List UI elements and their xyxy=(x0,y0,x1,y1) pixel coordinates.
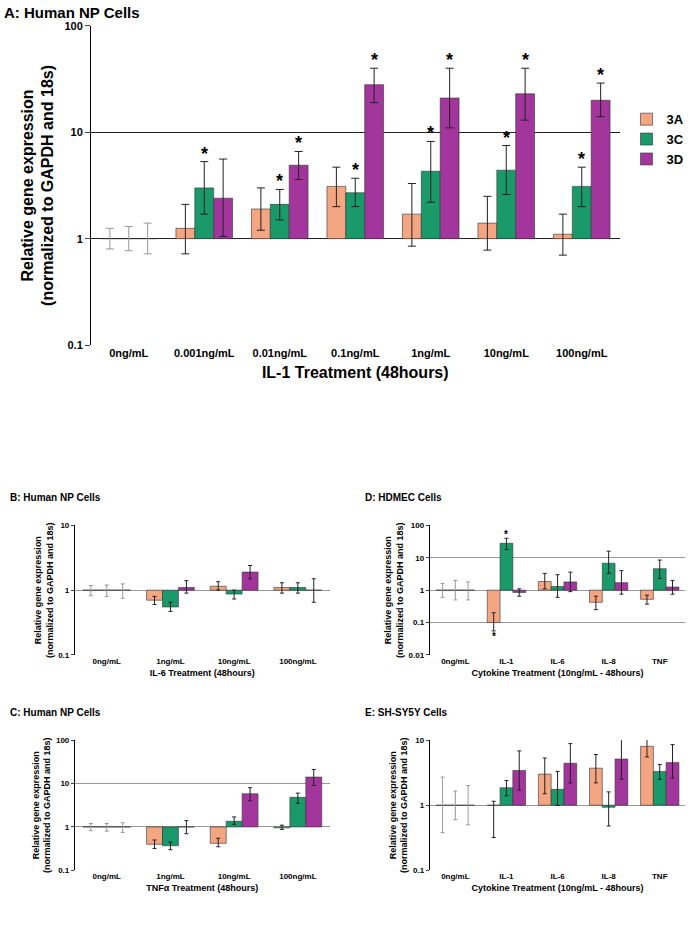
svg-text:*: * xyxy=(504,529,508,540)
svg-text:0.1: 0.1 xyxy=(58,651,70,660)
svg-text:10: 10 xyxy=(71,126,83,138)
svg-text:E: SH-SY5Y Cells: E: SH-SY5Y Cells xyxy=(365,707,448,718)
svg-text:*: * xyxy=(201,144,208,164)
svg-text:Relative gene expression(norma: Relative gene expression(normalized to G… xyxy=(388,737,410,873)
svg-text:IL-1 Treatment (48hours): IL-1 Treatment (48hours) xyxy=(262,364,449,381)
svg-text:1: 1 xyxy=(420,801,425,810)
svg-text:Relative gene expression(norma: Relative gene expression(normalized to G… xyxy=(33,522,55,658)
svg-text:IL-6: IL-6 xyxy=(550,872,565,881)
svg-text:Relative gene expression(norma: Relative gene expression(normalized to G… xyxy=(383,522,405,658)
svg-text:0ng/mL: 0ng/mL xyxy=(441,872,470,881)
svg-text:100: 100 xyxy=(64,20,82,32)
svg-text:3C: 3C xyxy=(667,132,684,147)
svg-text:0ng/mL: 0ng/mL xyxy=(441,657,470,666)
svg-text:*: * xyxy=(578,149,585,169)
svg-text:100ng/mL: 100ng/mL xyxy=(279,657,316,666)
svg-text:Cytokine Treatment (10ng/mL -: Cytokine Treatment (10ng/mL - 48hours) xyxy=(472,668,644,678)
svg-text:*: * xyxy=(352,160,359,180)
svg-text:10: 10 xyxy=(415,736,424,745)
svg-text:*: * xyxy=(503,128,510,148)
svg-text:1ng/mL: 1ng/mL xyxy=(156,657,185,666)
svg-text:0.01ng/mL: 0.01ng/mL xyxy=(253,347,308,359)
svg-text:C: Human NP Cells: C: Human NP Cells xyxy=(10,707,101,718)
svg-text:1: 1 xyxy=(65,823,70,832)
svg-text:0ng/mL: 0ng/mL xyxy=(93,872,122,881)
svg-text:10: 10 xyxy=(415,554,424,563)
svg-text:B: Human NP Cells: B: Human NP Cells xyxy=(10,492,101,503)
svg-text:TNFα Treatment (48hours): TNFα Treatment (48hours) xyxy=(146,883,258,893)
svg-text:3A: 3A xyxy=(667,112,684,127)
svg-text:0.001ng/mL: 0.001ng/mL xyxy=(174,347,235,359)
svg-text:10ng/mL: 10ng/mL xyxy=(218,872,251,881)
svg-text:IL-6 Treatment (48hours): IL-6 Treatment (48hours) xyxy=(150,668,255,678)
svg-text:Relative gene expression(norma: Relative gene expression(normalized to G… xyxy=(19,65,57,306)
svg-text:1ng/mL: 1ng/mL xyxy=(411,347,450,359)
svg-text:*: * xyxy=(295,133,302,153)
svg-text:1: 1 xyxy=(420,586,425,595)
svg-text:IL-8: IL-8 xyxy=(602,657,617,666)
svg-text:0.01: 0.01 xyxy=(409,651,425,660)
svg-text:*: * xyxy=(522,50,529,70)
svg-text:100: 100 xyxy=(56,736,70,745)
svg-text:0.1: 0.1 xyxy=(413,618,425,627)
svg-text:0.1ng/mL: 0.1ng/mL xyxy=(331,347,380,359)
svg-text:0ng/mL: 0ng/mL xyxy=(93,657,122,666)
svg-text:0.1: 0.1 xyxy=(58,866,70,875)
svg-text:Relative gene expression(norma: Relative gene expression(normalized to G… xyxy=(31,737,53,873)
svg-text:0ng/mL: 0ng/mL xyxy=(109,347,148,359)
svg-text:D: HDMEC Cells: D: HDMEC Cells xyxy=(365,492,442,503)
svg-text:*: * xyxy=(427,123,434,143)
svg-text:3D: 3D xyxy=(667,152,684,167)
svg-text:*: * xyxy=(371,50,378,70)
svg-text:IL-8: IL-8 xyxy=(602,872,617,881)
svg-text:10ng/mL: 10ng/mL xyxy=(484,347,530,359)
svg-text:Cytokine Treatment (10ng/mL -: Cytokine Treatment (10ng/mL - 48hours) xyxy=(472,883,644,893)
svg-text:0.1: 0.1 xyxy=(68,339,83,351)
svg-text:10ng/mL: 10ng/mL xyxy=(218,657,251,666)
svg-text:IL-6: IL-6 xyxy=(550,657,565,666)
svg-text:A: Human NP Cells: A: Human NP Cells xyxy=(4,4,140,21)
svg-text:TNF: TNF xyxy=(652,657,668,666)
svg-text:10: 10 xyxy=(60,521,69,530)
svg-text:IL-1: IL-1 xyxy=(499,872,514,881)
svg-text:100ng/mL: 100ng/mL xyxy=(279,872,316,881)
svg-text:0.1: 0.1 xyxy=(413,866,425,875)
svg-text:100ng/mL: 100ng/mL xyxy=(556,347,608,359)
svg-text:*: * xyxy=(492,631,496,642)
svg-text:*: * xyxy=(276,171,283,191)
svg-text:*: * xyxy=(597,65,604,85)
svg-text:TNF: TNF xyxy=(652,872,668,881)
svg-text:1ng/mL: 1ng/mL xyxy=(156,872,185,881)
svg-text:1: 1 xyxy=(77,233,83,245)
svg-text:*: * xyxy=(446,50,453,70)
svg-text:100: 100 xyxy=(411,521,425,530)
svg-text:IL-1: IL-1 xyxy=(499,657,514,666)
svg-text:1: 1 xyxy=(65,586,70,595)
svg-text:10: 10 xyxy=(60,779,69,788)
